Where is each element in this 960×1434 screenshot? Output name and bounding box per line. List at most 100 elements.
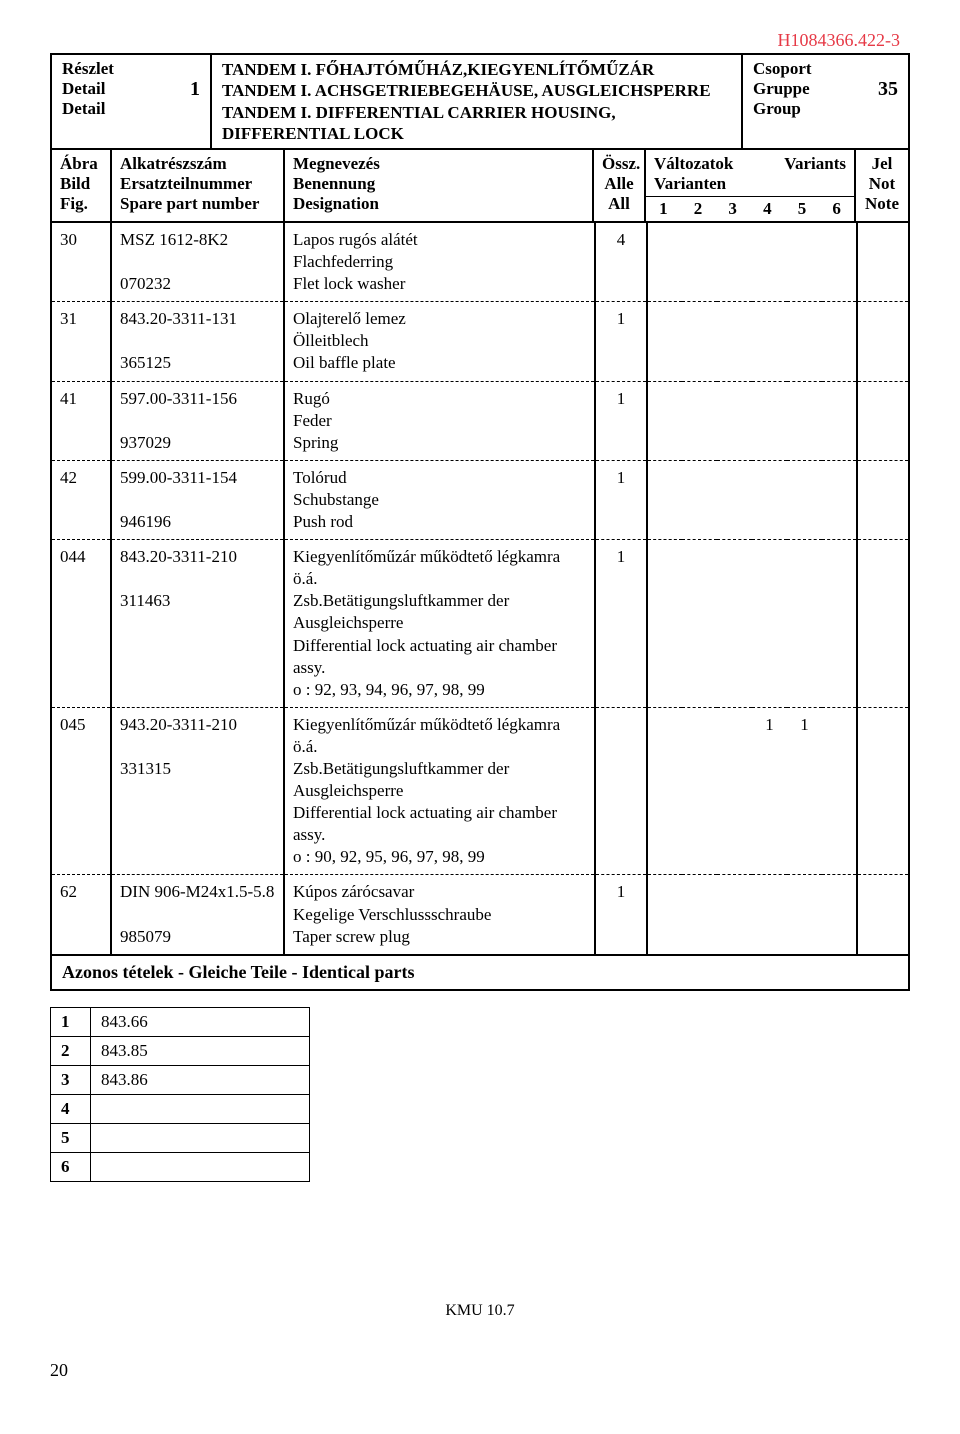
ch-var-lbl: Variants bbox=[784, 154, 846, 174]
table-row: 42599.00-3311-154946196TolórudSchubstang… bbox=[51, 460, 909, 539]
header-mid: TANDEM I. FŐHAJTÓMŰHÁZ,KIEGYENLÍTŐMŰZÁR … bbox=[212, 55, 743, 148]
cell-variant bbox=[752, 223, 787, 302]
cell-part: 599.00-3311-154946196 bbox=[111, 460, 284, 539]
cell-note bbox=[857, 460, 909, 539]
cell-fig: 31 bbox=[51, 302, 111, 381]
cell-part: 597.00-3311-156937029 bbox=[111, 381, 284, 460]
identical-num: 6 bbox=[51, 1152, 91, 1181]
table-row: 41597.00-3311-156937029RugóFederSpring1 bbox=[51, 381, 909, 460]
identical-row: 5 bbox=[51, 1123, 310, 1152]
ch-fig-b: Bild bbox=[60, 174, 102, 194]
cell-variant bbox=[787, 302, 822, 381]
vn-3: 3 bbox=[715, 197, 750, 221]
table-row: 30MSZ 1612-8K2070232Lapos rugós alátétFl… bbox=[51, 223, 909, 302]
cell-note bbox=[857, 381, 909, 460]
cell-variant bbox=[717, 460, 752, 539]
table-row: 045943.20-3311-210331315Kiegyenlítőműzár… bbox=[51, 707, 909, 875]
cell-desc: Kúpos zárócsavarKegelige Verschlussschra… bbox=[284, 875, 595, 955]
cell-desc: Kiegyenlítőműzár működtető légkamra ö.á.… bbox=[284, 540, 595, 708]
ch-part-b: Ersatzteilnummer bbox=[120, 174, 275, 194]
ch-all-c: All bbox=[602, 194, 636, 214]
cell-all: 1 bbox=[595, 302, 647, 381]
hdr-right-num: 35 bbox=[878, 78, 898, 101]
header-left: Részlet Detail Detail 1 bbox=[52, 55, 212, 148]
cell-variant bbox=[682, 302, 717, 381]
cell-variant: 1 bbox=[752, 707, 787, 875]
cell-variant bbox=[717, 223, 752, 302]
cell-variant bbox=[752, 875, 787, 955]
ch-note-a: Jel bbox=[864, 154, 900, 174]
hdr-left-l3: Detail bbox=[62, 99, 174, 119]
cell-variant bbox=[682, 540, 717, 708]
colhead-fig: Ábra Bild Fig. bbox=[52, 150, 112, 221]
identical-val: 843.66 bbox=[91, 1007, 310, 1036]
identical-val: 843.85 bbox=[91, 1036, 310, 1065]
cell-all bbox=[595, 707, 647, 875]
cell-note bbox=[857, 223, 909, 302]
cell-variant bbox=[787, 460, 822, 539]
variant-numbers: 1 2 3 4 5 6 bbox=[646, 196, 854, 221]
header-block: Részlet Detail Detail 1 TANDEM I. FŐHAJT… bbox=[50, 53, 910, 150]
cell-note bbox=[857, 540, 909, 708]
cell-variant bbox=[787, 381, 822, 460]
ch-fig-a: Ábra bbox=[60, 154, 102, 174]
cell-fig: 045 bbox=[51, 707, 111, 875]
cell-part: DIN 906-M24x1.5-5.8985079 bbox=[111, 875, 284, 955]
cell-variant bbox=[647, 460, 682, 539]
identical-num: 1 bbox=[51, 1007, 91, 1036]
cell-variant: 1 bbox=[787, 707, 822, 875]
cell-variant bbox=[717, 875, 752, 955]
header-right: Csoport Gruppe Group 35 bbox=[743, 55, 908, 148]
identical-row: 6 bbox=[51, 1152, 310, 1181]
ch-desc-a: Megnevezés bbox=[293, 154, 584, 174]
cell-variant bbox=[647, 302, 682, 381]
column-headers: Ábra Bild Fig. Alkatrészszám Ersatzteiln… bbox=[50, 150, 910, 223]
cell-variant bbox=[717, 302, 752, 381]
table-row: 31843.20-3311-131365125Olajterelő lemezÖ… bbox=[51, 302, 909, 381]
cell-variant bbox=[787, 540, 822, 708]
hdr-left-l1: Részlet bbox=[62, 59, 174, 79]
document-number: H1084366.422-3 bbox=[50, 30, 910, 51]
cell-fig: 30 bbox=[51, 223, 111, 302]
identical-val: 843.86 bbox=[91, 1065, 310, 1094]
cell-variant bbox=[717, 540, 752, 708]
identical-num: 5 bbox=[51, 1123, 91, 1152]
hdr-mid-l2: TANDEM I. ACHSGETRIEBEGEHÄUSE, AUSGLEICH… bbox=[222, 80, 731, 101]
cell-desc: Kiegyenlítőműzár működtető légkamra ö.á.… bbox=[284, 707, 595, 875]
cell-desc: TolórudSchubstangePush rod bbox=[284, 460, 595, 539]
cell-fig: 62 bbox=[51, 875, 111, 955]
identical-row: 4 bbox=[51, 1094, 310, 1123]
vn-5: 5 bbox=[785, 197, 820, 221]
cell-all: 4 bbox=[595, 223, 647, 302]
page-number: 20 bbox=[50, 1360, 910, 1381]
cell-variant bbox=[647, 381, 682, 460]
cell-variant bbox=[647, 875, 682, 955]
identical-num: 3 bbox=[51, 1065, 91, 1094]
identical-val bbox=[91, 1094, 310, 1123]
ch-part-c: Spare part number bbox=[120, 194, 275, 214]
identical-val bbox=[91, 1152, 310, 1181]
vn-4: 4 bbox=[750, 197, 785, 221]
identical-num: 4 bbox=[51, 1094, 91, 1123]
hdr-left-num: 1 bbox=[190, 78, 200, 101]
cell-variant bbox=[647, 540, 682, 708]
cell-note bbox=[857, 875, 909, 955]
cell-variant bbox=[647, 707, 682, 875]
colhead-note: Jel Not Note bbox=[856, 150, 908, 221]
cell-variant bbox=[752, 381, 787, 460]
identical-num: 2 bbox=[51, 1036, 91, 1065]
cell-desc: RugóFederSpring bbox=[284, 381, 595, 460]
identical-row: 2843.85 bbox=[51, 1036, 310, 1065]
vn-6: 6 bbox=[819, 197, 854, 221]
ch-note-b: Not bbox=[864, 174, 900, 194]
cell-variant bbox=[682, 223, 717, 302]
ch-part-a: Alkatrészszám bbox=[120, 154, 275, 174]
cell-variant bbox=[787, 875, 822, 955]
cell-variant bbox=[787, 223, 822, 302]
colhead-all: Össz. Alle All bbox=[594, 150, 646, 221]
hdr-left-l2: Detail bbox=[62, 79, 174, 99]
cell-part: 843.20-3311-210311463 bbox=[111, 540, 284, 708]
identical-row: 3843.86 bbox=[51, 1065, 310, 1094]
cell-variant bbox=[822, 460, 857, 539]
cell-variant bbox=[822, 223, 857, 302]
